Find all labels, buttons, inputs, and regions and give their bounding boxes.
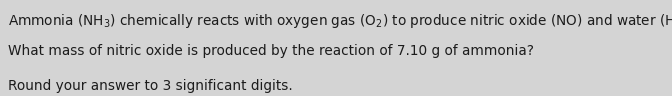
Text: Ammonia $\left(\mathregular{NH_3}\right)$ chemically reacts with oxygen gas $\le: Ammonia $\left(\mathregular{NH_3}\right)… <box>8 12 672 30</box>
Text: Round your answer to 3 significant digits.: Round your answer to 3 significant digit… <box>8 79 293 93</box>
Text: What mass of nitric oxide is produced by the reaction of 7.10 g of ammonia?: What mass of nitric oxide is produced by… <box>8 44 534 58</box>
